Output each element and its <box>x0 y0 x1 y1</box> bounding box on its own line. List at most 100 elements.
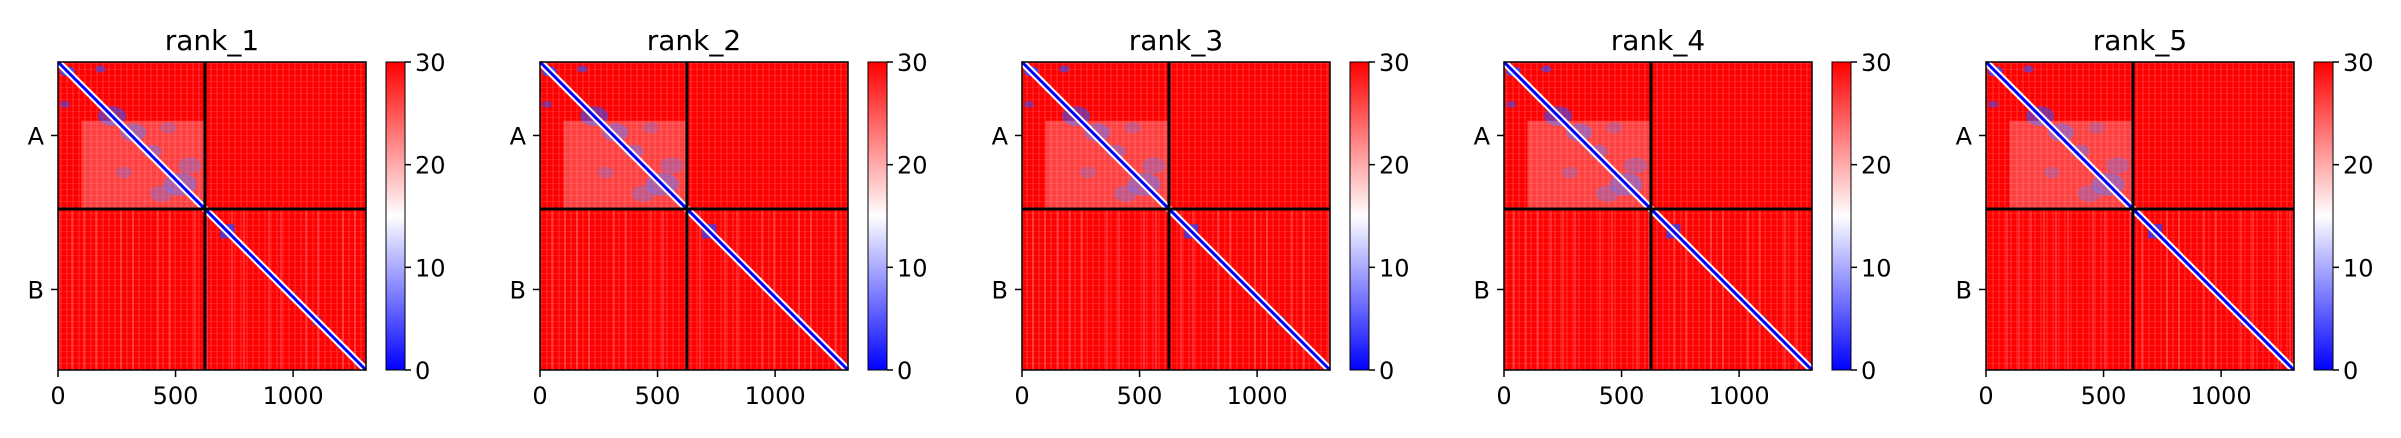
heatmap-diagonal <box>538 60 850 372</box>
heatmap-streak <box>2166 206 2168 370</box>
heatmap-panel-5: rank_5 0 500 1000 A B 0 10 20 30 <box>1956 24 2374 410</box>
heatmap-streak <box>1513 206 1515 370</box>
heatmap-streak <box>1562 206 1564 370</box>
colorbar-tick-label: 0 <box>1379 357 1394 385</box>
colorbar-tick-label: 0 <box>415 357 430 385</box>
chain-label: A <box>1474 122 1491 150</box>
heatmap-streak <box>2043 206 2045 370</box>
heatmap-streak <box>2203 206 2205 370</box>
heatmap-streak <box>2178 206 2180 370</box>
heatmap-pale-region <box>1045 120 1169 209</box>
heatmap-streak <box>1217 206 1219 370</box>
chart-title: rank_5 <box>2093 24 2187 57</box>
heatmap-streak <box>1266 206 1268 370</box>
heatmap-streak <box>1057 206 1059 370</box>
heatmap-panel-2: rank_2 0 500 1000 A B 0 10 20 30 <box>510 24 928 410</box>
heatmap-streak <box>71 206 73 370</box>
heatmap-cluster <box>1079 166 1097 179</box>
heatmap-streak <box>2018 206 2020 370</box>
chart-title: rank_4 <box>1611 24 1705 57</box>
heatmap-panel-4: rank_4 0 500 1000 A B 0 10 20 30 <box>1474 24 1892 410</box>
heatmap-cluster <box>1541 65 1552 73</box>
plot-frame <box>1021 61 1331 371</box>
heatmap-streak <box>206 206 208 370</box>
heatmap-streak <box>1044 206 1046 370</box>
x-tick-label: 1000 <box>745 382 806 410</box>
heatmap-streak <box>1747 206 1749 370</box>
heatmap-streak <box>2289 206 2291 370</box>
heatmap-cluster <box>659 157 684 174</box>
heatmap-streak <box>268 206 270 370</box>
x-tick-label: 0 <box>532 382 547 410</box>
x-tick-label: 500 <box>1117 382 1163 410</box>
colorbar-tick-label: 0 <box>1861 357 1876 385</box>
heatmap-streak <box>1525 206 1527 370</box>
heatmap-streak <box>1550 206 1552 370</box>
heatmap-cluster <box>2105 157 2130 174</box>
heatmap-streak <box>2141 206 2143 370</box>
heatmap-cluster <box>149 185 174 202</box>
heatmap-pale-region <box>81 120 205 209</box>
heatmap-streak <box>551 206 553 370</box>
heatmap-cluster <box>2088 122 2105 134</box>
heatmap-streak <box>1673 206 1675 370</box>
heatmap-streak <box>1685 206 1687 370</box>
heatmap-streak <box>1303 206 1305 370</box>
heatmap-streak <box>2104 206 2106 370</box>
x-tick-label: 500 <box>1599 382 1645 410</box>
heatmap-streak <box>588 206 590 370</box>
heatmap-cluster <box>2077 185 2102 202</box>
heatmap-streak <box>1611 206 1613 370</box>
chain-label: B <box>28 276 44 304</box>
colorbar-tick-label: 20 <box>1379 152 1410 180</box>
colorbar-tick-label: 0 <box>897 357 912 385</box>
heatmap-streak <box>810 206 812 370</box>
heatmap-cluster <box>95 65 106 73</box>
heatmap-streak <box>1192 206 1194 370</box>
colorbar-tick-label: 30 <box>1379 49 1410 77</box>
colorbar-tick-label: 30 <box>1861 49 1892 77</box>
heatmap-streak <box>1722 206 1724 370</box>
heatmap-cluster <box>1595 185 1620 202</box>
x-tick-label: 0 <box>50 382 65 410</box>
heatmap-streak <box>773 206 775 370</box>
colorbar-tick-label: 20 <box>415 152 446 180</box>
heatmap-streak <box>724 206 726 370</box>
heatmap-streak <box>157 206 159 370</box>
heatmap-streak <box>1180 206 1182 370</box>
heatmap-streak <box>317 206 319 370</box>
heatmap-streak <box>1069 206 1071 370</box>
heatmap-streak <box>1759 206 1761 370</box>
heatmap-streak <box>1574 206 1576 370</box>
heatmap-streak <box>1537 206 1539 370</box>
heatmap-streak <box>2240 206 2242 370</box>
heatmap-pale-region <box>2009 120 2133 209</box>
heatmap-diagonal <box>1984 60 2296 372</box>
plot-frame <box>57 61 367 371</box>
heatmap-streak <box>95 206 97 370</box>
heatmap-streak <box>1796 206 1798 370</box>
colorbar <box>385 61 406 371</box>
plot-frame <box>1985 61 2295 371</box>
heatmap-streak <box>342 206 344 370</box>
heatmap-cluster <box>1561 166 1579 179</box>
colorbar-tick-label: 10 <box>1861 254 1892 282</box>
heatmap-streak <box>1118 206 1120 370</box>
heatmap-streak <box>1254 206 1256 370</box>
heatmap-streak <box>1599 206 1601 370</box>
heatmap-streak <box>2252 206 2254 370</box>
x-tick-label: 0 <box>1014 382 1029 410</box>
heatmap-streak <box>2277 206 2279 370</box>
heatmap-cluster <box>59 100 71 108</box>
heatmap-cluster <box>1987 100 1999 108</box>
x-tick-label: 500 <box>635 382 681 410</box>
colorbar-tick-label: 10 <box>2343 254 2374 282</box>
heatmap-cluster <box>2023 65 2034 73</box>
colorbar <box>1831 61 1852 371</box>
heatmap-cluster <box>1623 157 1648 174</box>
colorbar <box>867 61 888 371</box>
heatmap-cluster <box>1505 100 1517 108</box>
heatmap-cluster <box>597 166 615 179</box>
heatmap-cluster <box>177 157 202 174</box>
heatmap-diagonal <box>56 60 368 372</box>
